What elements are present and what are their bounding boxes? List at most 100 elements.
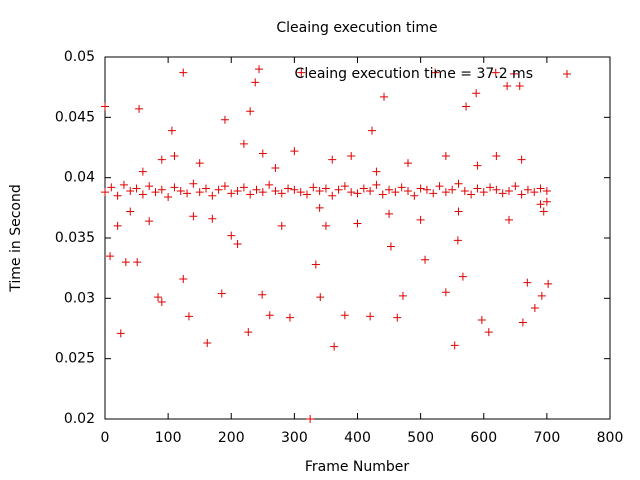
point (429, 189, 438, 198)
point (492, 151, 501, 160)
point (368, 126, 377, 135)
point (145, 182, 154, 191)
point (530, 188, 539, 197)
point (416, 184, 425, 193)
point (183, 189, 192, 198)
point (311, 260, 320, 269)
x-tick-label: 100 (155, 430, 182, 446)
point (431, 68, 440, 77)
point (441, 151, 450, 160)
point (422, 185, 431, 194)
point (233, 240, 242, 249)
point (296, 188, 305, 197)
point (393, 313, 402, 322)
point (258, 188, 267, 197)
point (340, 311, 349, 320)
point (135, 104, 144, 113)
x-tick-label: 0 (101, 430, 110, 446)
point (523, 185, 532, 194)
point (220, 115, 229, 124)
point (510, 69, 519, 78)
point (542, 197, 551, 206)
point (385, 209, 394, 218)
plot-frame (104, 56, 611, 420)
point (435, 182, 444, 191)
point (113, 221, 122, 230)
legend-swatch (563, 70, 571, 78)
point (334, 185, 343, 194)
point (347, 151, 356, 160)
x-tick-label: 400 (344, 430, 371, 446)
point (157, 297, 166, 306)
point (397, 183, 406, 192)
point (126, 186, 135, 195)
point (398, 291, 407, 300)
point (473, 161, 482, 170)
y-tick-label: 0.045 (55, 109, 95, 125)
point (285, 313, 294, 322)
point (271, 186, 280, 195)
point (164, 192, 173, 201)
point (227, 189, 236, 198)
point (106, 252, 115, 261)
x-tick-label: 800 (597, 430, 624, 446)
point (214, 185, 223, 194)
y-tick-label: 0.05 (64, 49, 95, 65)
point (179, 275, 188, 284)
point (239, 183, 248, 192)
point (290, 147, 299, 156)
point (537, 291, 546, 300)
point (316, 293, 325, 302)
y-tick-label: 0.035 (55, 230, 95, 246)
point (523, 278, 532, 287)
point (328, 191, 337, 200)
x-tick-label: 300 (281, 430, 308, 446)
point (441, 288, 450, 297)
point (386, 242, 395, 251)
x-tick-label: 600 (470, 430, 497, 446)
point (372, 167, 381, 176)
point (277, 221, 286, 230)
point (195, 159, 204, 168)
point (258, 290, 267, 299)
point (486, 183, 495, 192)
point (472, 89, 481, 98)
point (246, 190, 255, 199)
point (372, 180, 381, 189)
point (542, 186, 551, 195)
point (315, 203, 324, 212)
point (479, 188, 488, 197)
point (448, 185, 457, 194)
point (220, 182, 229, 191)
point (121, 258, 130, 267)
point (460, 186, 469, 195)
point (208, 191, 217, 200)
point (265, 311, 274, 320)
point (391, 188, 400, 197)
y-axis-label: Time in Second (8, 184, 24, 292)
point (530, 303, 539, 312)
point (116, 329, 125, 338)
point (119, 180, 128, 189)
point (416, 215, 425, 224)
point (244, 328, 253, 337)
point (138, 190, 147, 199)
point (184, 312, 193, 321)
point (246, 107, 255, 116)
point (309, 183, 318, 192)
point (450, 341, 459, 350)
point (404, 186, 412, 195)
point (133, 258, 142, 267)
point (252, 185, 261, 194)
point (410, 191, 419, 200)
point (179, 68, 188, 77)
point (353, 189, 362, 198)
x-tick-label: 200 (218, 430, 245, 446)
point (328, 155, 337, 164)
point (189, 212, 198, 221)
point (284, 184, 293, 193)
point (203, 338, 212, 347)
point (321, 221, 330, 230)
x-axis-label: Frame Number (305, 459, 410, 475)
point (208, 214, 217, 223)
